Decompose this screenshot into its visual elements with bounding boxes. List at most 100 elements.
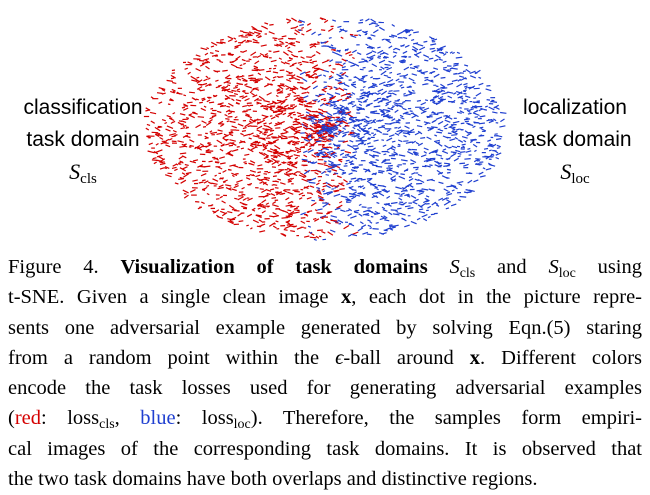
scatter-point	[158, 155, 165, 161]
scatter-point	[215, 85, 221, 89]
scatter-point	[301, 158, 308, 161]
scatter-point	[386, 190, 391, 193]
scatter-point	[463, 77, 468, 80]
scatter-point	[321, 60, 329, 64]
scatter-point	[398, 130, 403, 135]
scatter-point	[396, 212, 403, 215]
scatter-point	[203, 105, 207, 108]
scatter-point	[285, 219, 291, 223]
scatter-point	[482, 167, 486, 170]
scatter-point	[348, 208, 353, 212]
scatter-point	[396, 165, 400, 168]
scatter-point	[357, 192, 362, 195]
scatter-point	[276, 88, 280, 91]
classification-label-line2: task domain	[26, 128, 140, 151]
scatter-point	[415, 119, 421, 122]
scatter-point	[330, 215, 338, 218]
scatter-point	[242, 31, 250, 34]
scatter-point	[231, 188, 237, 192]
scatter-point	[423, 199, 429, 204]
scatter-point	[350, 84, 357, 89]
scatter-point	[410, 29, 414, 32]
scatter-point	[195, 124, 201, 129]
scatter-point	[321, 144, 325, 147]
scatter-point	[385, 103, 389, 107]
scatter-point	[273, 156, 278, 159]
scatter-point	[264, 76, 271, 81]
scatter-point	[276, 161, 279, 164]
scatter-point	[283, 228, 288, 231]
scatter-point	[328, 143, 332, 146]
scatter-point	[259, 137, 266, 141]
scatter-point	[437, 90, 444, 95]
scatter-point	[182, 173, 190, 178]
scatter-point	[300, 56, 305, 60]
scatter-point	[238, 220, 244, 223]
scatter-point	[398, 118, 401, 121]
scatter-point	[322, 110, 328, 113]
scatter-point	[357, 118, 364, 122]
scatter-point	[429, 47, 435, 50]
scatter-point	[438, 58, 443, 61]
scatter-point	[380, 70, 387, 76]
scatter-point	[169, 98, 174, 102]
scatter-point	[362, 127, 367, 131]
scatter-point	[399, 114, 404, 118]
scatter-point	[304, 70, 311, 74]
scatter-point	[382, 109, 390, 112]
scatter-point	[460, 151, 466, 153]
scatter-point	[212, 209, 220, 214]
scatter-point	[318, 112, 325, 118]
scatter-point	[287, 191, 294, 195]
scatter-point	[216, 139, 223, 145]
scatter-point	[459, 162, 466, 165]
scatter-point	[209, 130, 213, 133]
scatter-point	[469, 140, 473, 143]
scatter-point	[372, 228, 379, 230]
scatter-point	[408, 33, 412, 37]
scatter-point	[403, 189, 408, 192]
scatter-point	[272, 111, 278, 114]
scatter-point	[403, 134, 407, 138]
scatter-point	[356, 122, 363, 126]
scatter-point	[255, 174, 261, 178]
scatter-point	[368, 181, 373, 186]
scatter-point	[299, 71, 306, 76]
scatter-point	[372, 120, 376, 124]
scatter-point	[449, 126, 456, 130]
scatter-point	[366, 169, 371, 173]
scatter-point	[424, 164, 431, 168]
scatter-point	[342, 99, 348, 102]
scatter-point	[293, 96, 299, 101]
scatter-point	[323, 192, 328, 195]
scatter-point	[262, 181, 269, 186]
scatter-point	[373, 139, 379, 142]
scatter-point	[348, 172, 353, 175]
scatter-point	[367, 126, 372, 130]
scatter-point	[196, 79, 203, 84]
scatter-point	[234, 197, 238, 200]
scatter-point	[475, 163, 481, 166]
scatter-point	[204, 137, 209, 140]
scatter-point	[256, 54, 262, 59]
scatter-point	[319, 17, 324, 21]
scatter-point	[265, 202, 270, 206]
scatter-point	[356, 106, 363, 109]
scatter-point	[302, 150, 308, 154]
scatter-point	[362, 85, 366, 89]
scatter-point	[315, 182, 320, 186]
scatter-point	[229, 216, 237, 221]
scatter-point	[375, 191, 380, 195]
scatter-point	[316, 190, 322, 195]
scatter-point	[339, 200, 343, 204]
scatter-point	[277, 121, 282, 125]
scatter-point	[432, 95, 438, 99]
scatter-point	[426, 116, 431, 119]
scatter-point	[450, 203, 457, 207]
scatter-point	[364, 214, 370, 216]
scatter-point	[389, 116, 393, 119]
scatter-point	[358, 60, 365, 64]
scatter-point	[267, 158, 274, 163]
scatter-point	[384, 219, 390, 222]
